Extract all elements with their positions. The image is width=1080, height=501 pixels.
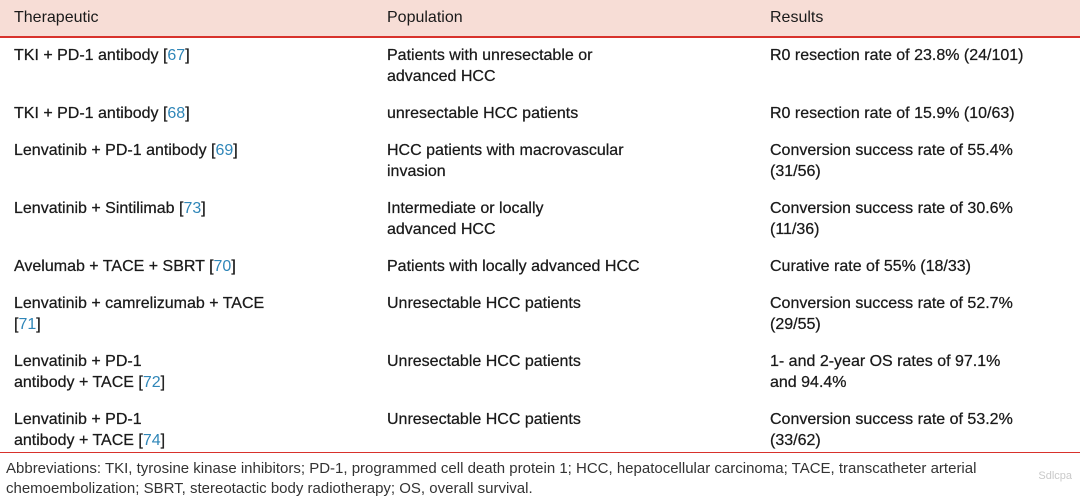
reference-link[interactable]: 74 <box>142 432 161 449</box>
results-cell: Conversion success rate of 30.6% (11/36) <box>770 191 1080 249</box>
population-cell: Patients with unresectable or advanced HC… <box>387 37 770 96</box>
therapeutic-text: Lenvatinib + Sintilimab [ <box>14 200 184 217</box>
therapeutic-cell: TKI + PD-1 antibody [68] <box>0 96 387 133</box>
reference-link[interactable]: 73 <box>183 200 202 217</box>
therapeutic-text: antibody + TACE [ <box>14 432 143 449</box>
reference-link[interactable]: 71 <box>18 316 37 333</box>
population-text: HCC patients with macrovascular <box>387 142 624 159</box>
results-text: (33/62) <box>770 432 821 449</box>
results-text: R0 resection rate of 15.9% (10/63) <box>770 105 1015 122</box>
population-text: Unresectable HCC patients <box>387 295 581 312</box>
results-text: 1- and 2-year OS rates of 97.1% <box>770 353 1001 370</box>
therapeutic-cell: Lenvatinib + PD-1 antibody + TACE [74] <box>0 402 387 453</box>
results-cell: R0 resection rate of 15.9% (10/63) <box>770 96 1080 133</box>
table-body: TKI + PD-1 antibody [67] Patients with un… <box>0 37 1080 453</box>
reference-link[interactable]: 67 <box>167 47 186 64</box>
results-cell: Curative rate of 55% (18/33) <box>770 249 1080 286</box>
header-population: Population <box>387 0 770 38</box>
table-row: Lenvatinib + camrelizumab + TACE [71] Unre… <box>0 286 1080 344</box>
header-row: Therapeutic Population Results <box>0 0 1080 38</box>
results-text: (29/55) <box>770 316 821 333</box>
results-text: Conversion success rate of 53.2% <box>770 411 1013 428</box>
watermark: Sdlcpa <box>1038 470 1072 482</box>
abbreviations-footnote: Abbreviations: TKI, tyrosine kinase inhi… <box>6 460 977 497</box>
reference-bracket: ] <box>160 374 166 391</box>
therapy-table: Therapeutic Population Results TKI + PD-… <box>0 0 1080 453</box>
results-text: Conversion success rate of 55.4% <box>770 142 1013 159</box>
population-cell: HCC patients with macrovascular invasion <box>387 133 770 191</box>
therapeutic-text: [ <box>14 316 19 333</box>
results-text: Curative rate of 55% (18/33) <box>770 258 971 275</box>
reference-link[interactable]: 70 <box>213 258 232 275</box>
results-cell: Conversion success rate of 53.2% (33/62) <box>770 402 1080 453</box>
reference-bracket: ] <box>233 142 238 159</box>
population-text: Unresectable HCC patients <box>387 353 581 370</box>
population-text: Unresectable HCC patients <box>387 411 581 428</box>
therapeutic-cell: Lenvatinib + PD-1 antibody + TACE [72] <box>0 344 387 402</box>
reference-bracket: ] <box>185 105 190 122</box>
population-cell: Patients with locally advanced HCC <box>387 249 770 286</box>
reference-bracket: ] <box>36 316 41 333</box>
reference-bracket: ] <box>231 258 236 275</box>
population-cell: Unresectable HCC patients <box>387 402 770 453</box>
results-text: (31/56) <box>770 163 821 180</box>
table-row: Lenvatinib + PD-1 antibody + TACE [72] Unr… <box>0 344 1080 402</box>
table-row: Lenvatinib + Sintilimab [73] Intermediate… <box>0 191 1080 249</box>
therapeutic-cell: Lenvatinib + Sintilimab [73] <box>0 191 387 249</box>
therapeutic-text: Lenvatinib + PD-1 <box>14 411 142 428</box>
therapeutic-text: Lenvatinib + camrelizumab + TACE <box>14 295 265 312</box>
population-cell: Unresectable HCC patients <box>387 286 770 344</box>
results-cell: Conversion success rate of 55.4% (31/56) <box>770 133 1080 191</box>
population-cell: Unresectable HCC patients <box>387 344 770 402</box>
therapeutic-cell: TKI + PD-1 antibody [67] <box>0 37 387 96</box>
therapeutic-cell: Avelumab + TACE + SBRT [70] <box>0 249 387 286</box>
population-cell: unresectable HCC patients <box>387 96 770 133</box>
population-text: advanced HCC <box>387 68 496 85</box>
header-results: Results <box>770 0 1080 38</box>
results-text: (11/36) <box>770 221 820 238</box>
results-cell: Conversion success rate of 52.7% (29/55) <box>770 286 1080 344</box>
table-row: Lenvatinib + PD-1 antibody [69] HCC patie… <box>0 133 1080 191</box>
therapeutic-text: Avelumab + TACE + SBRT [ <box>14 258 214 275</box>
results-text: and 94.4% <box>770 374 847 391</box>
therapeutic-cell: Lenvatinib + camrelizumab + TACE [71] <box>0 286 387 344</box>
therapeutic-text: Lenvatinib + PD-1 antibody [ <box>14 142 216 159</box>
results-text: Conversion success rate of 52.7% <box>770 295 1013 312</box>
reference-bracket: ] <box>160 432 166 449</box>
table-header: Therapeutic Population Results <box>0 0 1080 38</box>
population-text: advanced HCC <box>387 221 496 238</box>
population-text: Patients with unresectable or <box>387 47 593 64</box>
therapeutic-text: TKI + PD-1 antibody [ <box>14 105 168 122</box>
reference-link[interactable]: 72 <box>142 374 161 391</box>
results-text: R0 resection rate of 23.8% (24/101) <box>770 47 1024 64</box>
therapeutic-text: TKI + PD-1 antibody [ <box>14 47 168 64</box>
reference-bracket: ] <box>185 47 190 64</box>
table-row: TKI + PD-1 antibody [67] Patients with un… <box>0 37 1080 96</box>
table-row: Lenvatinib + PD-1 antibody + TACE [74] Unr… <box>0 402 1080 453</box>
therapeutic-cell: Lenvatinib + PD-1 antibody [69] <box>0 133 387 191</box>
results-cell: R0 resection rate of 23.8% (24/101) <box>770 37 1080 96</box>
therapeutic-text: Lenvatinib + PD-1 <box>14 353 142 370</box>
reference-bracket: ] <box>201 200 206 217</box>
therapeutic-text: antibody + TACE [ <box>14 374 143 391</box>
table-row: Avelumab + TACE + SBRT [70] Patients with… <box>0 249 1080 286</box>
results-text: Conversion success rate of 30.6% <box>770 200 1013 217</box>
population-cell: Intermediate or locally advanced HCC <box>387 191 770 249</box>
results-cell: 1- and 2-year OS rates of 97.1% and 94.4% <box>770 344 1080 402</box>
reference-link[interactable]: 68 <box>167 105 186 122</box>
population-text: Patients with locally advanced HCC <box>387 258 640 275</box>
population-text: Intermediate or locally <box>387 200 544 217</box>
header-therapeutic: Therapeutic <box>0 0 387 38</box>
table-row: TKI + PD-1 antibody [68] unresectable HCC… <box>0 96 1080 133</box>
population-text: unresectable HCC patients <box>387 105 579 122</box>
reference-link[interactable]: 69 <box>215 142 234 159</box>
population-text: invasion <box>387 163 446 180</box>
